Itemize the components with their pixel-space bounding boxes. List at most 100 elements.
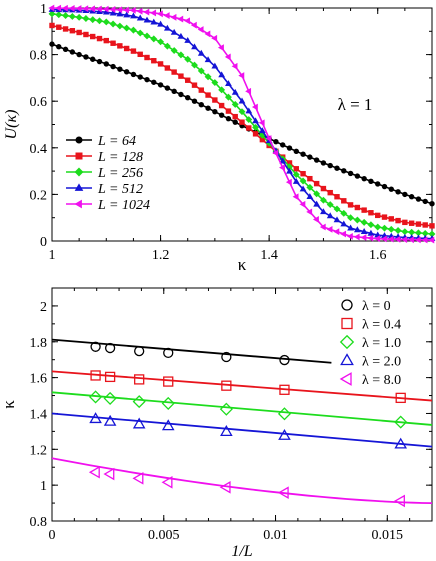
data-point — [198, 87, 204, 93]
data-point — [306, 193, 314, 199]
legend-marker — [75, 152, 83, 160]
data-point — [163, 376, 174, 387]
data-point — [143, 8, 150, 16]
data-point — [132, 395, 146, 409]
data-point — [190, 21, 197, 29]
data-point — [368, 178, 374, 184]
data-point — [346, 232, 353, 240]
legend-marker — [75, 136, 83, 144]
legend-marker — [339, 334, 355, 350]
data-point — [388, 186, 394, 192]
data-point — [231, 88, 239, 95]
data-point — [279, 354, 290, 366]
data-point — [360, 228, 368, 234]
data-point — [116, 22, 124, 30]
x-tick-label: 1 — [49, 248, 56, 263]
data-point — [265, 135, 272, 142]
data-point — [367, 234, 374, 242]
data-point — [394, 415, 408, 429]
data-point — [82, 5, 89, 13]
data-point — [156, 10, 163, 18]
data-point — [185, 95, 191, 101]
data-point — [151, 79, 157, 85]
data-point — [402, 219, 408, 226]
y-tick-label: 1.2 — [30, 443, 48, 458]
data-point — [151, 58, 157, 64]
fit-line — [51, 457, 433, 504]
data-point — [326, 201, 334, 209]
data-point — [103, 37, 109, 44]
data-point — [96, 17, 103, 25]
y-tick-label: 0 — [40, 235, 47, 250]
data-point — [75, 5, 82, 12]
series-4 — [48, 4, 435, 244]
data-point — [163, 24, 171, 31]
y-tick-label: 1 — [40, 2, 47, 17]
data-point — [123, 69, 130, 75]
data-point — [394, 494, 405, 508]
data-point — [225, 80, 232, 86]
data-point — [89, 5, 95, 13]
data-point — [347, 202, 354, 208]
data-point — [361, 175, 367, 182]
data-point — [381, 214, 388, 220]
data-point — [334, 165, 340, 171]
x-tick-label: 1.4 — [260, 248, 278, 263]
data-point — [347, 214, 355, 222]
data-point — [245, 87, 252, 95]
series-0 — [49, 41, 435, 207]
data-point — [129, 26, 137, 34]
data-point — [402, 191, 408, 198]
data-point — [90, 341, 101, 352]
legend-marker — [341, 317, 353, 330]
data-point — [387, 235, 394, 243]
data-point — [110, 40, 116, 46]
data-point — [313, 200, 321, 207]
data-point — [137, 74, 143, 80]
data-point — [204, 30, 211, 38]
data-point — [220, 425, 233, 436]
data-point — [163, 42, 171, 50]
data-point — [319, 223, 326, 231]
data-point — [252, 131, 259, 137]
data-point — [184, 55, 192, 63]
data-point — [340, 220, 348, 227]
data-point — [83, 54, 89, 60]
legend-label: L = 64 — [97, 134, 136, 149]
data-point — [170, 28, 178, 35]
data-point — [225, 108, 232, 114]
data-point — [90, 56, 96, 62]
x-axis-label: 1/L — [231, 543, 252, 560]
data-point — [143, 16, 151, 23]
data-point — [191, 98, 198, 104]
data-point — [238, 108, 246, 116]
data-point — [56, 44, 62, 50]
data-point — [211, 62, 219, 69]
legend-label: λ = 0.4 — [362, 318, 401, 333]
data-point — [313, 180, 320, 187]
data-point — [130, 71, 137, 78]
data-point — [422, 222, 428, 228]
data-point — [161, 419, 175, 431]
data-point — [211, 79, 219, 87]
data-point — [292, 177, 300, 184]
y-axis-label: U(κ) — [3, 110, 20, 140]
data-point — [96, 35, 103, 42]
y-axis-label: κ — [0, 400, 18, 409]
x-tick-label: 0.005 — [148, 528, 180, 543]
data-point — [394, 235, 401, 243]
data-point — [326, 225, 333, 233]
data-point — [136, 7, 143, 15]
data-point — [109, 20, 117, 28]
data-point — [380, 235, 387, 243]
y-tick-label: 1.8 — [30, 336, 48, 351]
data-point — [375, 212, 381, 219]
legend: λ = 0 λ = 0.4 λ = 1.0 λ = 2.0 λ = 8.0 — [339, 299, 401, 388]
data-point — [395, 217, 401, 224]
legend-label: L = 256 — [97, 166, 143, 181]
data-point — [184, 17, 190, 25]
legend-marker — [341, 299, 353, 311]
data-point — [161, 475, 173, 489]
data-point — [161, 396, 175, 410]
